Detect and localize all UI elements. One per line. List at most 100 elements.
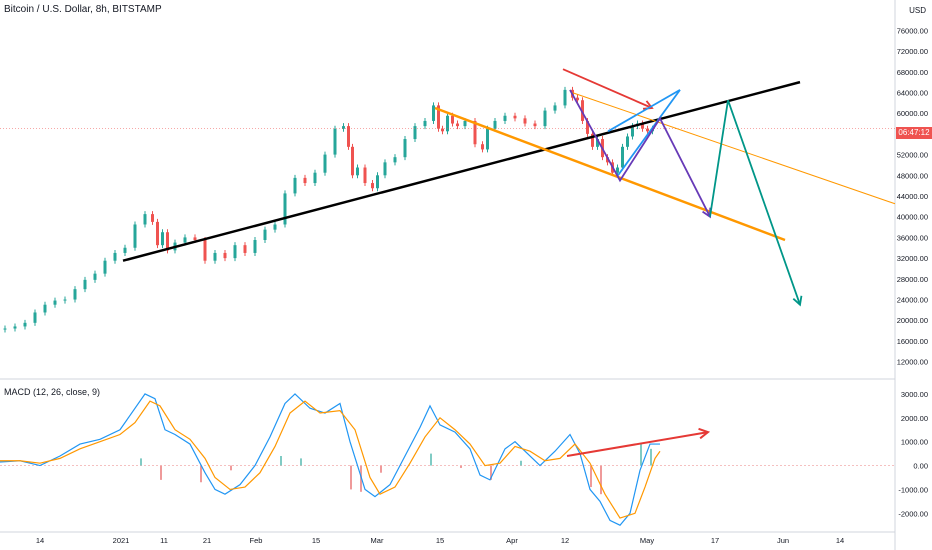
- red-arrow-top: [562, 68, 653, 109]
- candle-body: [606, 157, 609, 163]
- price-tick-label: 44000.00: [897, 192, 928, 201]
- orange-channel-upper-thin: [571, 91, 896, 205]
- macd-tick-label: 2000.00: [901, 414, 928, 423]
- macd-histogram-bar: [160, 465, 162, 480]
- candle-body: [233, 245, 237, 259]
- price-tick-label: 12000.00: [897, 358, 928, 367]
- price-tick-label: 68000.00: [897, 68, 928, 77]
- candle-body: [456, 123, 459, 127]
- signal-line: [0, 400, 661, 519]
- candle-body: [93, 273, 97, 280]
- candle-body: [263, 229, 267, 240]
- candle-body: [313, 172, 317, 184]
- time-tick-label: 21: [203, 536, 211, 545]
- macd-lines: [0, 393, 711, 526]
- time-tick-label: 2021: [113, 536, 130, 545]
- teal-projection: [709, 99, 801, 306]
- candle-body: [63, 299, 67, 301]
- candle-body: [641, 123, 644, 129]
- candle-body: [243, 245, 247, 253]
- price-tick-label: 48000.00: [897, 171, 928, 180]
- price-tick-label: 60000.00: [897, 109, 928, 118]
- blue-wedge-lower: [617, 89, 681, 176]
- macd-histogram-bar: [590, 465, 592, 488]
- candle-body: [342, 126, 345, 129]
- time-tick-label: Mar: [371, 536, 384, 545]
- candle-body: [486, 128, 489, 150]
- macd-histogram-bar: [460, 465, 462, 468]
- candle-body: [451, 115, 454, 124]
- candle-body: [161, 232, 164, 246]
- candle-body: [493, 120, 497, 129]
- macd-histogram-bar: [600, 465, 602, 495]
- macd-line: [0, 393, 660, 526]
- price-tick-label: 40000.00: [897, 213, 928, 222]
- chart-title: Bitcoin / U.S. Dollar, 8h, BITSTAMP: [4, 4, 162, 15]
- price-series: [0, 86, 895, 333]
- candle-body: [133, 224, 137, 248]
- macd-histogram-bar: [490, 465, 492, 480]
- candle-body: [446, 115, 449, 132]
- macd-tick-label: 1000.00: [901, 438, 928, 447]
- candle-body: [213, 252, 217, 261]
- price-tick-label: 64000.00: [897, 88, 928, 97]
- candle-body: [156, 221, 159, 246]
- price-tick-label: 24000.00: [897, 296, 928, 305]
- candle-body: [143, 214, 147, 225]
- candle-body: [43, 304, 47, 313]
- black-trendline: [122, 80, 801, 262]
- price-tick-label: 52000.00: [897, 151, 928, 160]
- candle-body: [423, 120, 427, 127]
- macd-histogram-bar: [230, 465, 232, 471]
- candle-body: [103, 260, 107, 274]
- candle-body: [437, 105, 440, 129]
- macd-tick-label: 3000.00: [901, 390, 928, 399]
- macd-red-divergence-arrow: [566, 431, 709, 457]
- time-tick-label: 14: [36, 536, 44, 545]
- teal-projection-head: [792, 295, 803, 307]
- candle-body: [596, 139, 599, 147]
- price-tick-label: 32000.00: [897, 254, 928, 263]
- price-tick-label: 28000.00: [897, 275, 928, 284]
- candle-body: [351, 146, 354, 176]
- macd-red-divergence-arrow-head: [698, 427, 711, 440]
- candle-body: [533, 123, 537, 127]
- macd-histogram-bar: [520, 460, 522, 466]
- candle-body: [356, 167, 359, 176]
- time-tick-label: May: [640, 536, 654, 545]
- candle-body: [53, 300, 57, 305]
- candle-body: [646, 128, 649, 132]
- candle-body: [413, 126, 417, 140]
- candle-body: [576, 97, 579, 101]
- candle-body: [432, 105, 435, 121]
- candle-body: [123, 247, 127, 253]
- candle-body: [591, 133, 594, 147]
- macd-tick-label: -2000.00: [898, 509, 928, 518]
- time-tick-label: 14: [836, 536, 844, 545]
- macd-histogram: [140, 444, 652, 495]
- candle-body: [33, 312, 37, 323]
- macd-tick-label: -1000.00: [898, 485, 928, 494]
- candle-body: [441, 128, 444, 132]
- price-tick-label: 16000.00: [897, 337, 928, 346]
- candle-body: [523, 118, 527, 124]
- candle-body: [383, 162, 387, 176]
- candle-body: [513, 115, 517, 119]
- candle-body: [473, 120, 477, 145]
- candle-body: [621, 146, 624, 168]
- grid: [0, 0, 896, 550]
- candle-body: [376, 175, 379, 189]
- time-tick-label: Jun: [777, 536, 789, 545]
- drawings-layer[interactable]: [122, 68, 896, 307]
- price-axis: 76000.00 72000.00 68000.00 64000.00 60000.00…: [897, 26, 928, 366]
- candle-body: [616, 167, 619, 173]
- candle-body: [631, 126, 634, 137]
- candle-body: [3, 328, 7, 330]
- macd-tick-label: 0.00: [913, 462, 928, 471]
- candle-body: [23, 322, 27, 327]
- candle-body: [581, 100, 584, 121]
- time-tick-label: 15: [312, 536, 320, 545]
- candle-body: [151, 214, 154, 222]
- time-tick-label: Feb: [250, 536, 263, 545]
